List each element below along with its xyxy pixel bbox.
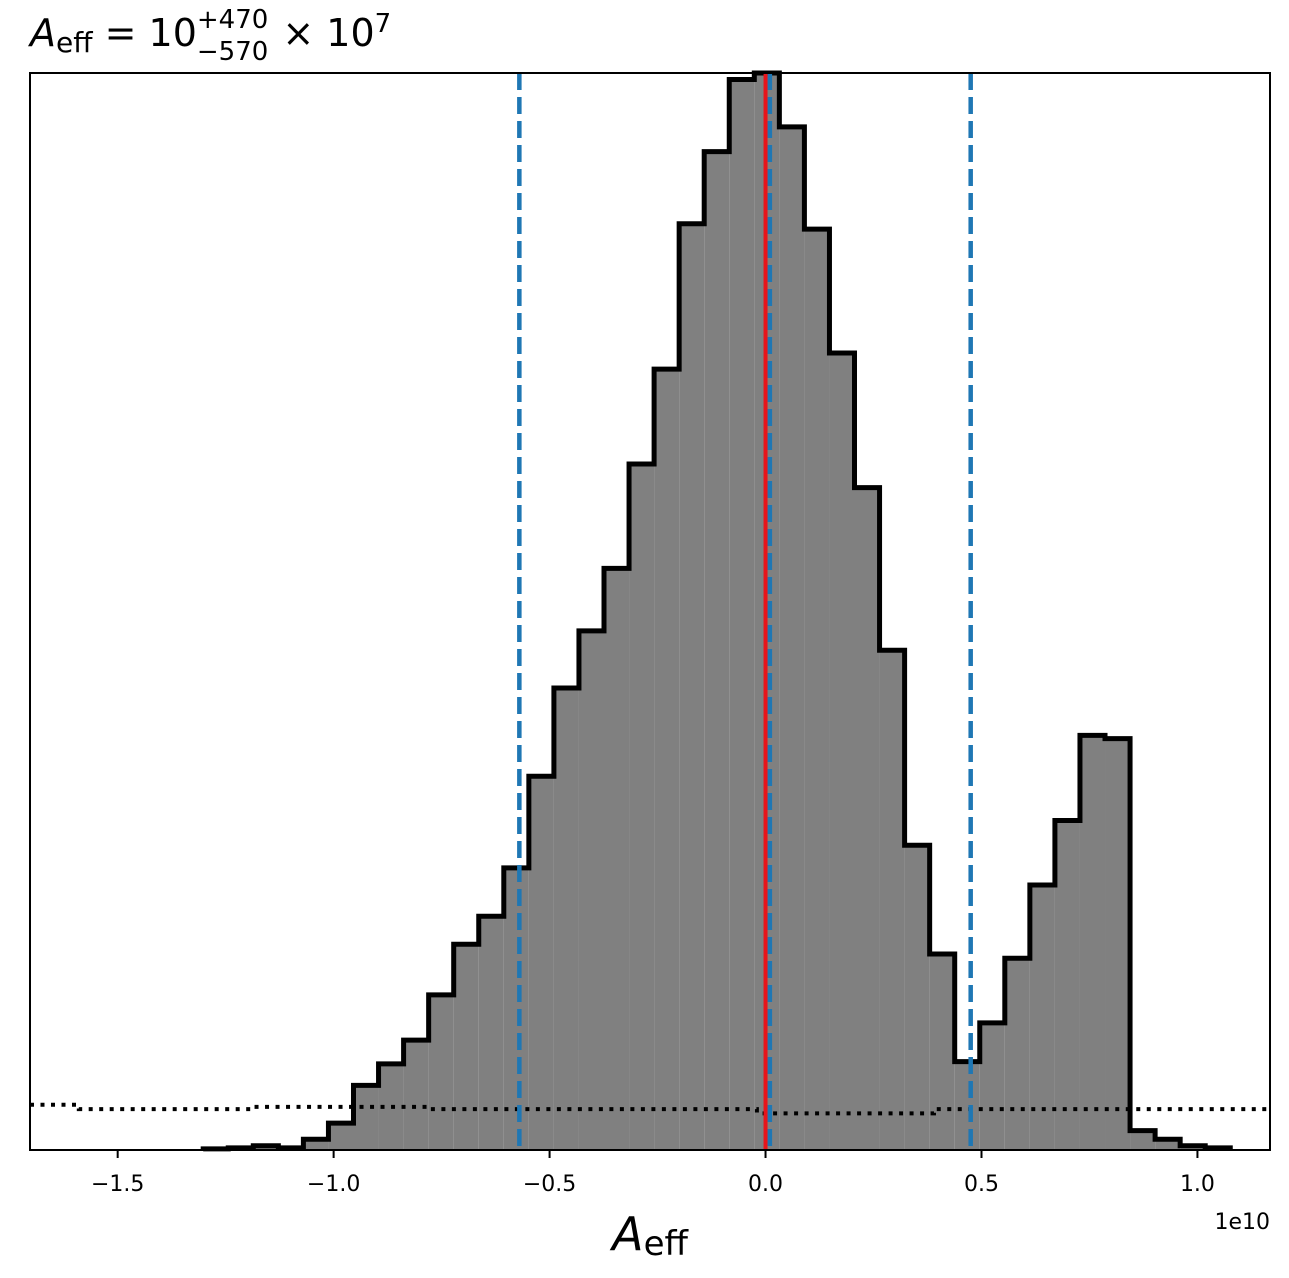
histogram-bar <box>528 776 554 1150</box>
title-times: × 10 <box>270 11 374 55</box>
histogram-bar <box>403 1040 429 1150</box>
histogram-bar <box>1079 735 1106 1150</box>
histogram-bar <box>604 568 630 1150</box>
histogram-bar <box>428 994 454 1150</box>
histogram-bar <box>553 687 579 1150</box>
histogram-bar <box>904 845 930 1150</box>
histogram-bar <box>729 79 755 1150</box>
title-symbol: A <box>27 11 56 55</box>
histogram-bar <box>1105 738 1131 1150</box>
plot-area <box>30 70 1270 1152</box>
title-exponent: 7 <box>375 9 392 39</box>
histogram-bar <box>854 487 880 1150</box>
histogram-bar <box>1155 1139 1181 1150</box>
title-subscript: eff <box>56 26 93 59</box>
x-axis-ticks: −1.5 −1.0 −0.5 0.0 0.5 1.0 <box>91 1150 1215 1197</box>
histogram-bar <box>1029 885 1055 1150</box>
x-tick-label: −0.5 <box>523 1172 576 1197</box>
title-subscript-value: −570 <box>197 37 268 67</box>
histogram-bar <box>679 223 705 1150</box>
histogram-bar <box>328 1123 354 1150</box>
axes-frame <box>29 72 1271 1151</box>
histogram-bar <box>779 126 805 1151</box>
histogram-bar <box>303 1139 329 1150</box>
histogram-bar <box>453 944 479 1150</box>
histogram-bar <box>929 953 955 1150</box>
histogram-bar <box>979 1022 1005 1150</box>
histogram-bar <box>704 151 730 1151</box>
title-equals: = <box>93 11 149 55</box>
histogram-bar <box>629 463 655 1150</box>
x-tick-label: −1.5 <box>91 1172 144 1197</box>
histogram-bar <box>1054 820 1080 1150</box>
x-offset-label: 1e10 <box>1214 1210 1270 1235</box>
histogram-bar <box>478 916 504 1150</box>
x-axis-label: Aeff <box>609 1207 689 1264</box>
xlabel-subscript: eff <box>644 1224 690 1264</box>
xlabel-symbol: A <box>609 1207 643 1261</box>
histogram-bar <box>503 867 529 1150</box>
x-tick-label: −1.0 <box>307 1172 360 1197</box>
histogram-bar <box>353 1085 379 1150</box>
histogram-bar <box>829 353 855 1150</box>
x-tick-label: 0.5 <box>964 1172 999 1197</box>
histogram-bar <box>1130 1130 1156 1150</box>
histogram-bar <box>804 229 830 1151</box>
chart-title: Aeff = 10+470 −570 × 107 <box>27 5 391 67</box>
histogram-outline <box>200 70 1233 1152</box>
histogram-bar <box>654 369 680 1150</box>
histogram-bar <box>954 1061 980 1150</box>
histogram-bar <box>1004 958 1030 1150</box>
x-tick-label: 1.0 <box>1180 1172 1215 1197</box>
x-tick-label: 0.0 <box>748 1172 783 1197</box>
title-base: 10 <box>149 11 197 55</box>
histogram-bar <box>578 630 605 1150</box>
title-superscript: +470 <box>197 5 268 35</box>
histogram-bar <box>879 650 905 1150</box>
prior-line <box>30 1102 1270 1116</box>
